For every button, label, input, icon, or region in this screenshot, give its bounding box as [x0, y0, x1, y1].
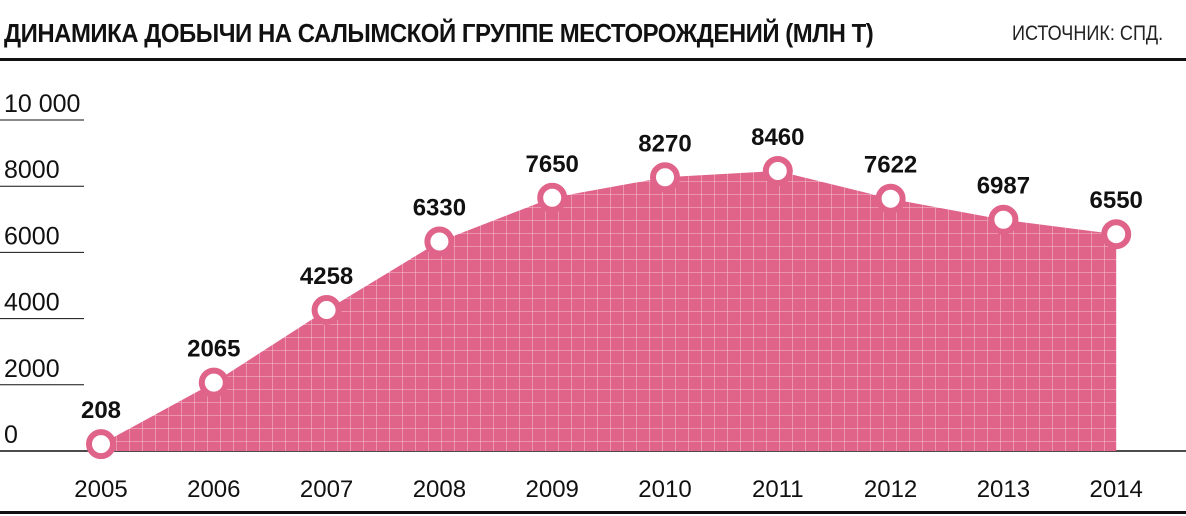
data-point — [424, 226, 455, 257]
data-point — [198, 367, 229, 398]
data-labels: 208 2065 4258 6330 7650 8270 8460 7622 6987 6550 — [81, 124, 1143, 424]
data-label: 4258 — [300, 263, 353, 290]
area-layer — [101, 170, 1117, 451]
x-tick-label: 2012 — [864, 476, 917, 503]
data-point — [988, 204, 1019, 235]
chart-source: ИСТОЧНИК: СПД. — [1012, 22, 1164, 45]
x-tick-label: 2010 — [638, 476, 691, 503]
data-label: 6987 — [977, 173, 1030, 200]
chart-title: ДИНАМИКА ДОБЫЧИ НА САЛЫМСКОЙ ГРУППЕ МЕСТ… — [4, 18, 874, 48]
data-markers — [86, 155, 1132, 460]
data-label: 6330 — [413, 194, 466, 221]
data-point — [537, 182, 568, 213]
y-tick-label: 8000 — [4, 156, 60, 184]
data-label: 6550 — [1090, 187, 1143, 214]
data-label: 2065 — [187, 336, 240, 363]
area-fill — [101, 170, 1117, 451]
x-tick-label: 2011 — [752, 476, 804, 503]
x-tick-label: 2005 — [74, 476, 127, 503]
data-label: 8460 — [751, 124, 804, 151]
y-tick-label: 2000 — [4, 355, 60, 383]
x-tick-label: 2009 — [526, 476, 579, 503]
y-tick-label: 4000 — [4, 289, 60, 317]
x-tick-label: 2014 — [1090, 476, 1143, 503]
data-point — [1101, 219, 1132, 250]
x-tick-label: 2007 — [300, 476, 353, 503]
x-tick-labels: 2005 2006 2007 2008 2009 2010 2011 2012 2013 2014 — [74, 476, 1143, 503]
data-label: 7622 — [864, 152, 917, 179]
y-tick-labels: 0 2000 4000 6000 8000 10 000 — [4, 90, 80, 449]
top-rule — [0, 58, 1186, 61]
data-point — [86, 429, 116, 460]
y-tick-label: 10 000 — [4, 90, 80, 118]
bottom-rule — [0, 511, 1186, 514]
data-label: 7650 — [526, 151, 579, 178]
x-tick-label: 2013 — [977, 476, 1030, 503]
chart-title-row: ДИНАМИКА ДОБЫЧИ НА САЛЫМСКОЙ ГРУППЕ МЕСТ… — [4, 18, 949, 54]
data-label: 208 — [81, 397, 121, 424]
x-tick-label: 2008 — [413, 476, 466, 503]
data-point — [875, 183, 906, 214]
data-label: 8270 — [638, 130, 691, 157]
y-tick-label: 6000 — [4, 222, 60, 250]
data-point — [650, 162, 680, 193]
data-point — [311, 295, 342, 326]
y-tick-label: 0 — [4, 421, 18, 449]
data-point — [762, 155, 793, 186]
x-tick-label: 2006 — [187, 476, 240, 503]
